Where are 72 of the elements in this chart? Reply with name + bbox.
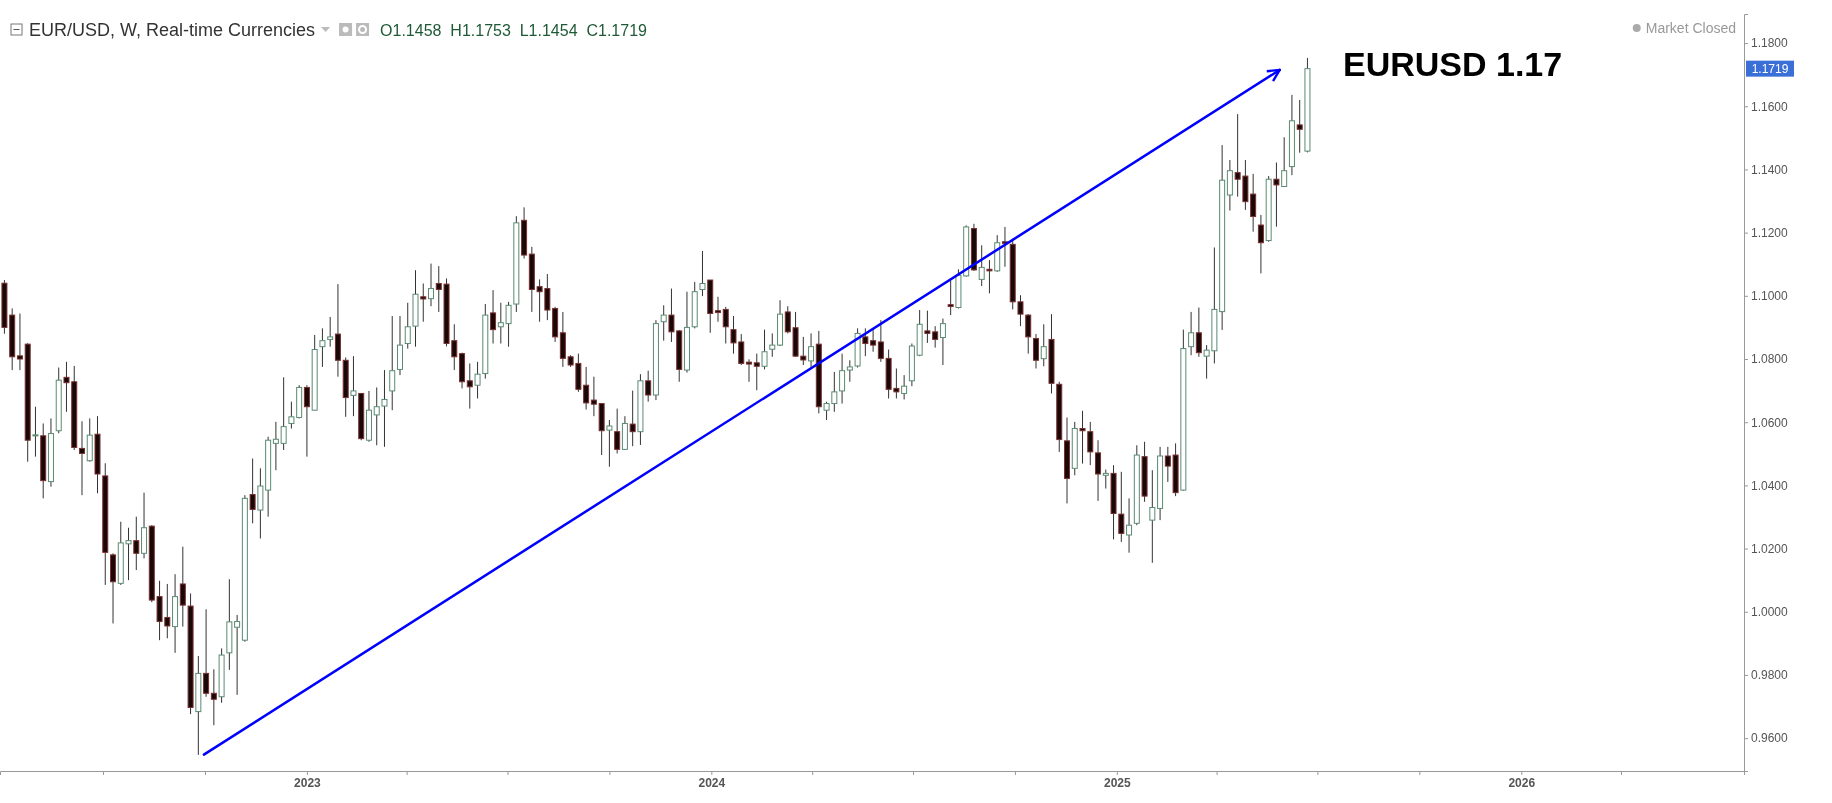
candlestick xyxy=(428,263,435,307)
candlestick xyxy=(901,374,908,400)
text: 1.1719 xyxy=(1751,61,1789,76)
candlestick xyxy=(1087,421,1094,466)
candlestick xyxy=(699,250,706,297)
x-tick-label: 2024 xyxy=(698,775,726,790)
candlestick xyxy=(722,306,729,345)
candlestick xyxy=(327,316,334,348)
y-tick-label: 1.0600 xyxy=(1751,415,1789,430)
candlestick xyxy=(1273,161,1280,228)
candlestick xyxy=(1079,410,1086,465)
candlestick xyxy=(753,353,760,391)
candlestick xyxy=(614,408,621,454)
y-tick-label: 1.1000 xyxy=(1751,289,1789,304)
candlestick xyxy=(16,313,23,371)
candlestick xyxy=(32,406,39,458)
candlestick xyxy=(319,327,326,368)
y-tick-label: 1.0400 xyxy=(1751,478,1789,493)
candlestick xyxy=(474,361,481,399)
y-tick-label: 1.1800 xyxy=(1751,36,1789,51)
candlestick xyxy=(660,304,667,342)
candlestick xyxy=(947,280,954,316)
x-tick-label: 2023 xyxy=(294,775,322,790)
annotation: Market Closed xyxy=(1645,20,1736,36)
y-tick-label: 1.0200 xyxy=(1751,541,1789,556)
candlestick xyxy=(808,332,815,368)
candlestick xyxy=(1296,99,1303,154)
candlestick xyxy=(78,420,85,496)
candlestick xyxy=(1102,469,1109,490)
candlestick xyxy=(249,458,256,524)
candlestick xyxy=(1040,323,1047,367)
y-tick-label: 0.9600 xyxy=(1751,731,1789,746)
candlestick xyxy=(839,353,846,405)
candlestick xyxy=(645,370,652,403)
candlestick xyxy=(1126,497,1133,554)
y-tick-label: 0.9800 xyxy=(1751,668,1789,683)
candlestick xyxy=(1281,136,1288,188)
candlestick xyxy=(714,296,721,323)
candlestick xyxy=(1032,333,1039,369)
candlestick xyxy=(210,668,217,726)
x-tick-label: 2025 xyxy=(1104,775,1132,790)
candlestick xyxy=(746,358,753,383)
y-tick-label: 1.0800 xyxy=(1751,352,1789,367)
candlestick xyxy=(203,608,210,698)
candlestick xyxy=(490,289,497,345)
candlestick xyxy=(978,244,985,287)
chart-title: EUR/USD, W, Real-time Currencies xyxy=(29,20,316,40)
candlestick xyxy=(761,329,768,370)
y-tick-label: 1.1600 xyxy=(1751,99,1789,114)
candlestick xyxy=(350,355,357,417)
candlestick xyxy=(939,318,946,366)
candlestick xyxy=(986,259,993,294)
candlestick xyxy=(1149,469,1156,564)
candlestick xyxy=(629,390,636,447)
candlestick xyxy=(1195,307,1202,358)
candlestick xyxy=(769,332,776,358)
candlestick xyxy=(1095,439,1102,502)
candlestick xyxy=(1188,311,1195,356)
annotation: EURUSD 1.17 xyxy=(1343,45,1563,83)
y-tick-label: 1.1400 xyxy=(1751,162,1789,177)
candlestick xyxy=(389,315,396,411)
chart-subtitle: O1.1458 H1.1753 L1.1454 C1.1719 xyxy=(380,22,648,39)
candlestick xyxy=(466,362,473,410)
y-tick-label: 1.0000 xyxy=(1751,605,1789,620)
candlestick xyxy=(606,419,613,468)
y-tick-label: 1.1200 xyxy=(1751,225,1789,240)
candlestick xyxy=(1257,214,1264,274)
candlestick xyxy=(1001,226,1008,268)
x-tick-label: 2026 xyxy=(1508,775,1536,790)
candlestick xyxy=(420,283,427,323)
candlestick xyxy=(303,384,310,458)
candlestick xyxy=(133,516,140,571)
